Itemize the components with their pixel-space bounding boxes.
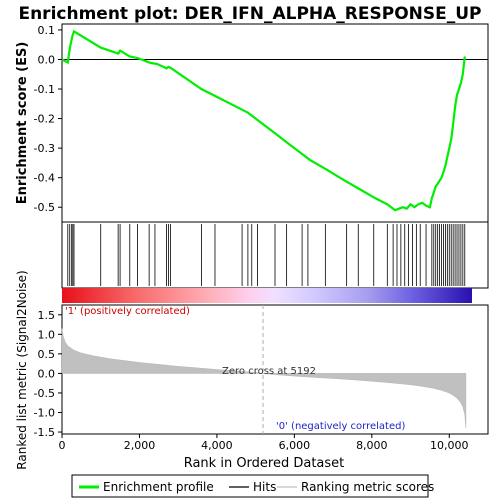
xtick-label: 8,000 xyxy=(356,439,388,452)
es-profile-line xyxy=(61,29,466,212)
metric-area xyxy=(61,328,467,429)
metric-layer xyxy=(61,305,467,434)
metric-ytick-label: -1.0 xyxy=(34,407,55,420)
xtick-label: 4,000 xyxy=(201,439,233,452)
legend-box xyxy=(71,474,429,498)
es-ytick-label: -0.3 xyxy=(34,142,55,155)
hits-layer xyxy=(67,224,466,286)
es-ytick-label: 0.1 xyxy=(38,24,56,37)
metric-ytick-label: -1.5 xyxy=(34,426,55,439)
positive-correlation-label: '1' (positively correlated) xyxy=(65,306,190,317)
es-layer xyxy=(61,29,488,212)
xtick-label: 6,000 xyxy=(279,439,311,452)
metric-axis-label: Ranked list metric (Signal2Noise) xyxy=(15,270,29,469)
es-ytick-label: -0.4 xyxy=(34,172,55,185)
zero-cross-label: Zero cross at 5192 xyxy=(222,366,316,377)
metric-ytick-label: 1.5 xyxy=(38,309,56,322)
es-ytick-label: -0.5 xyxy=(34,201,55,214)
xtick-label: 2,000 xyxy=(124,439,156,452)
metric-ytick-label: -0.5 xyxy=(34,387,55,400)
legend-profile-label: Enrichment profile xyxy=(103,480,214,494)
metric-ytick-label: 1.0 xyxy=(38,328,56,341)
xtick-label: 10,000 xyxy=(430,439,469,452)
es-ytick-label: -0.1 xyxy=(34,83,55,96)
x-axis-label: Rank in Ordered Dataset xyxy=(184,456,345,471)
axes-layer: 0.1 0.0 -0.1 -0.2 -0.3 -0.4 -0.5 1.5 1.0 0.5 0.0 -0… xyxy=(34,24,469,452)
metric-ytick-label: 0.5 xyxy=(38,348,56,361)
legend-hits-label: Hits xyxy=(253,480,276,494)
es-ytick-label: -0.2 xyxy=(34,113,55,126)
es-ytick-label: 0.0 xyxy=(38,53,56,66)
negative-correlation-label: '0' (negatively correlated) xyxy=(276,421,405,432)
legend-metric-label: Ranking metric scores xyxy=(301,480,434,494)
chart-title: Enrichment plot: DER_IFN_ALPHA_RESPONSE_… xyxy=(18,4,481,24)
metric-ytick-label: 0.0 xyxy=(38,367,56,380)
xtick-label: 0 xyxy=(59,439,66,452)
es-axis-label: Enrichment score (ES) xyxy=(15,42,30,205)
rank-gradient-bar xyxy=(62,288,472,303)
